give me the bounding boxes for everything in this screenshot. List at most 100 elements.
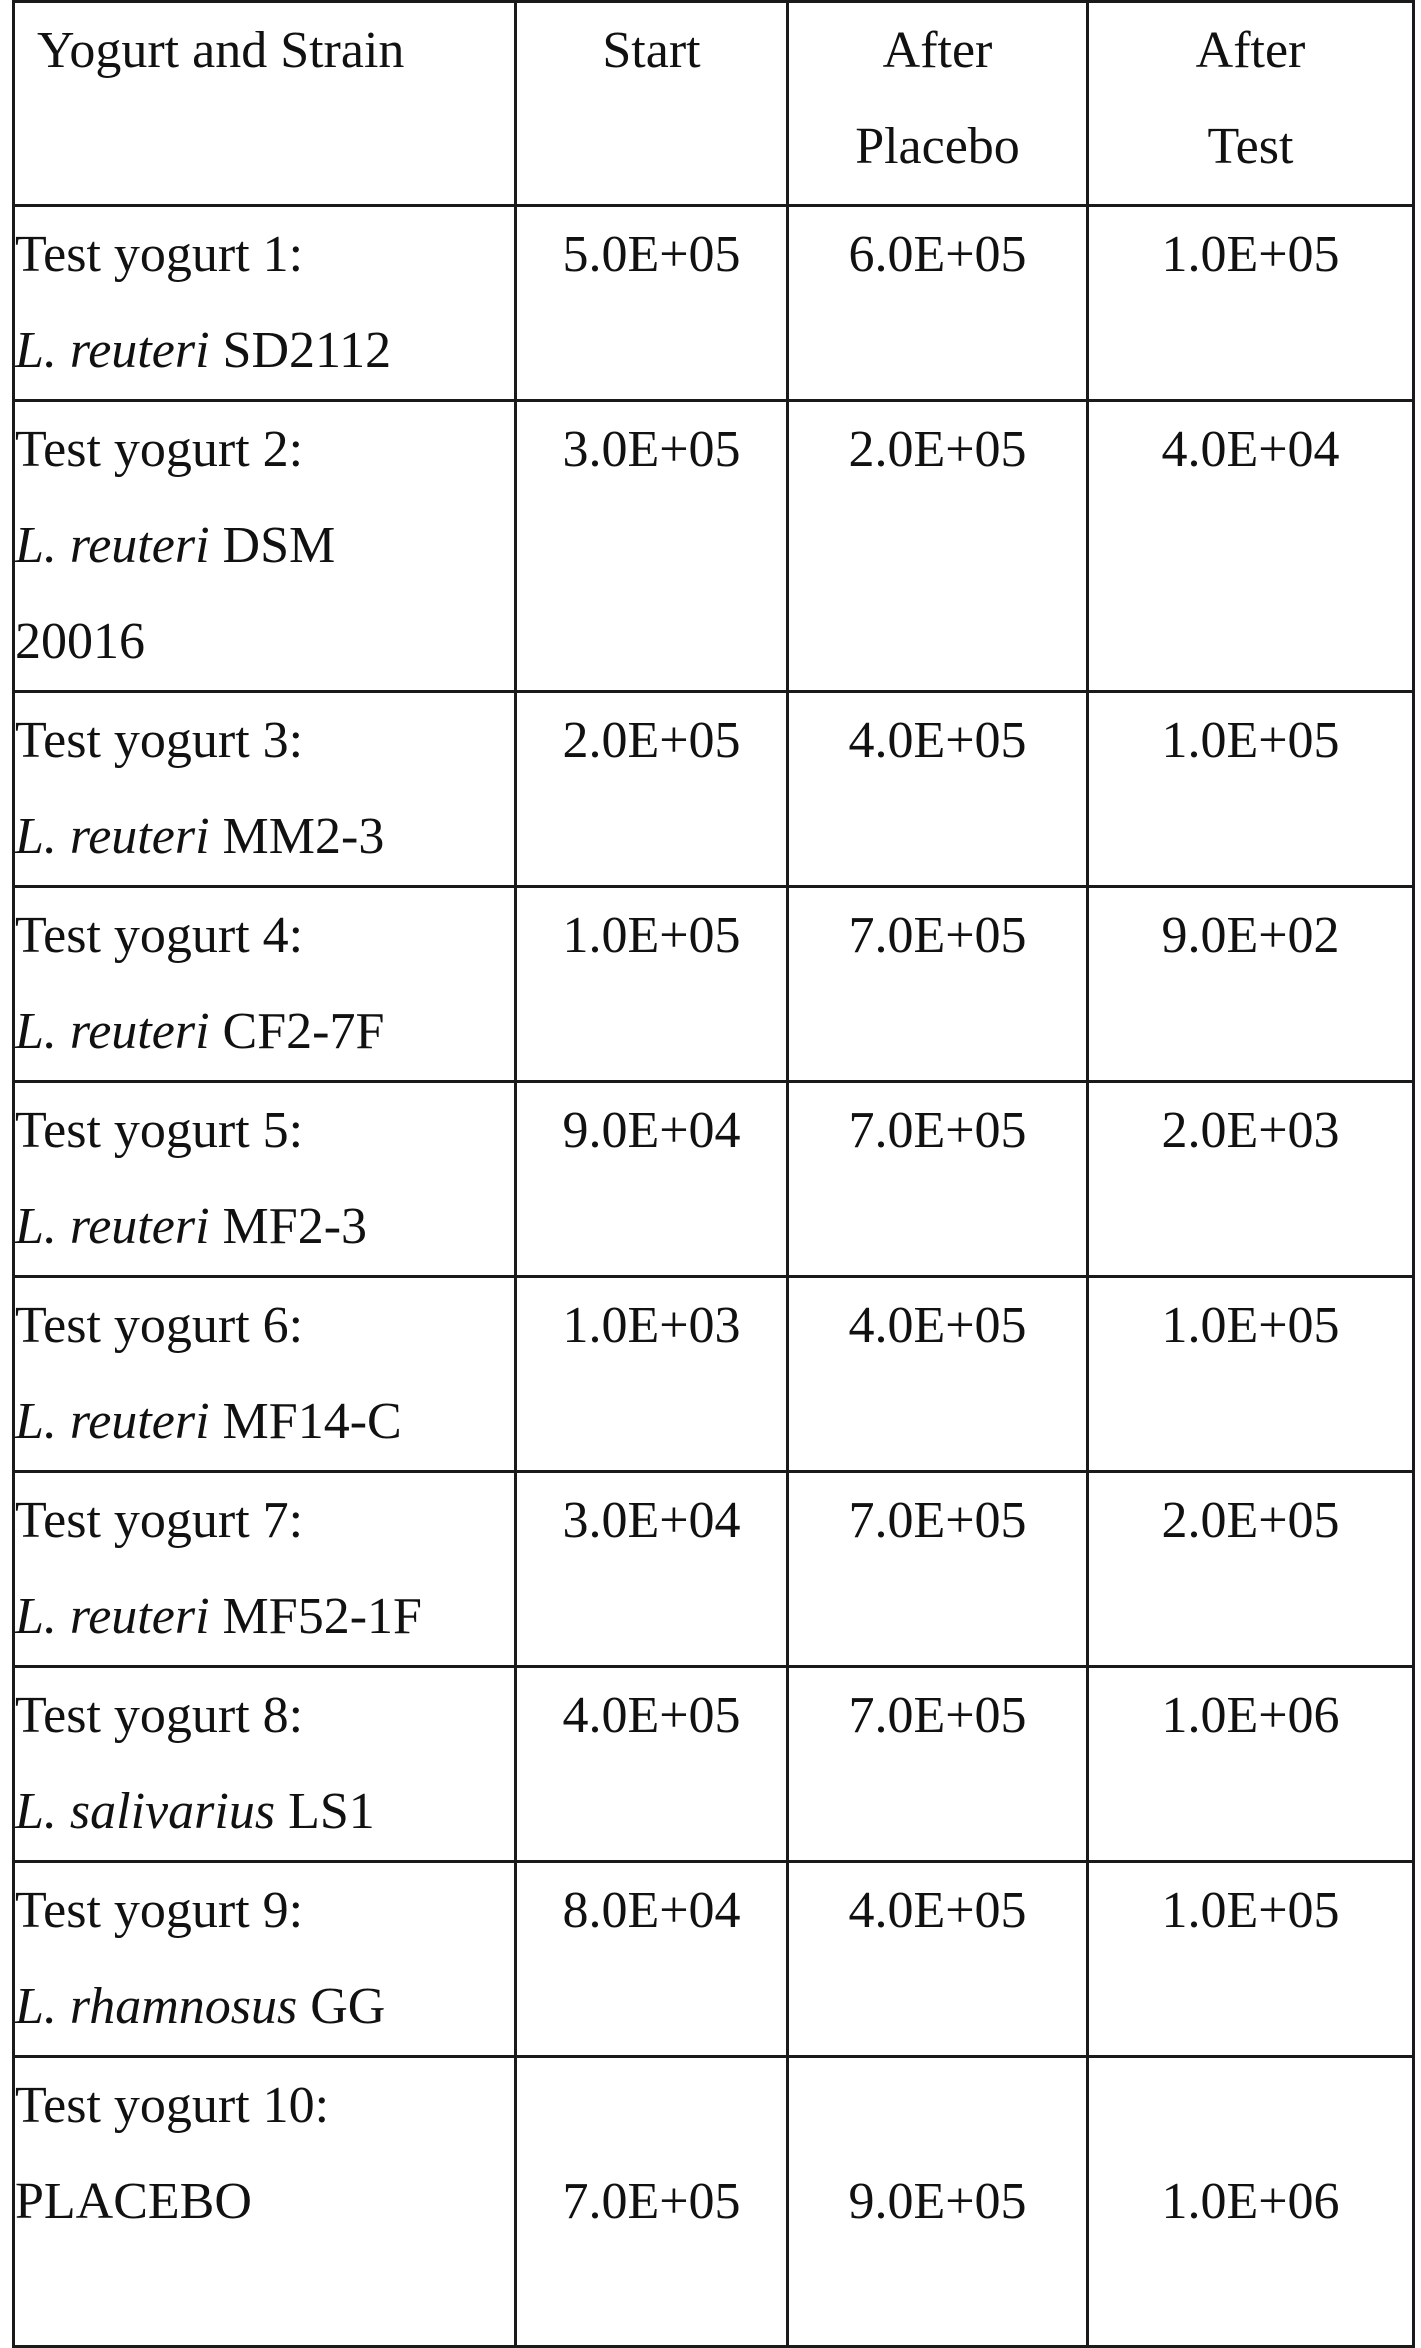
strain-line: PLACEBO (15, 2154, 514, 2250)
yogurt-strain-cell: Test yogurt 6:L. reuteri MF14-C (14, 1277, 516, 1472)
table-header-row: Yogurt and Strain Start After Placebo Af… (14, 2, 1414, 206)
after-placebo-value-cell: 2.0E+05 (788, 401, 1088, 692)
table-row: Test yogurt 2:L. reuteri DSM20016 3.0E+05… (14, 401, 1414, 692)
start-value-cell: 3.0E+04 (516, 1472, 788, 1667)
table-row: Test yogurt 8:L. salivarius LS14.0E+05 7.… (14, 1667, 1414, 1862)
yogurt-label: Test yogurt 3: (15, 693, 514, 789)
species-name: L. rhamnosus (15, 1978, 297, 2035)
table-row: Test yogurt 5:L. reuteri MF2-39.0E+04 7.0… (14, 1082, 1414, 1277)
after-placebo-value: 7.0E+05 (848, 1668, 1026, 1764)
strain-name: MF14-C (210, 1393, 402, 1450)
after-test-value: 1.0E+06 (1161, 1668, 1339, 1764)
start-value: 1.0E+05 (562, 888, 740, 984)
yogurt-label: Test yogurt 6: (15, 1278, 514, 1374)
after-placebo-value-cell: 4.0E+05 (788, 1862, 1088, 2057)
strain-line: L. reuteri CF2-7F (15, 984, 514, 1080)
after-placebo-value-cell: 6.0E+05 (788, 206, 1088, 401)
after-test-value: 1.0E+06 (1161, 2154, 1339, 2250)
after-test-value-cell: 1.0E+05 (1088, 692, 1414, 887)
yogurt-label: Test yogurt 7: (15, 1473, 514, 1569)
strain-name: PLACEBO (15, 2173, 252, 2230)
species-name: L. reuteri (15, 1003, 210, 1060)
start-value-cell: 1.0E+05 (516, 887, 788, 1082)
strain-name: MF2-3 (210, 1198, 367, 1255)
start-value-cell: 1.0E+03 (516, 1277, 788, 1472)
after-test-value: 1.0E+05 (1161, 693, 1339, 789)
start-value-cell: 7.0E+05 (516, 2057, 788, 2347)
after-test-value-cell: 1.0E+06 (1088, 1667, 1414, 1862)
species-name: L. reuteri (15, 808, 210, 865)
strain-line: L. reuteri MF2-3 (15, 1179, 514, 1275)
strain-name: CF2-7F (210, 1003, 385, 1060)
header-line: Placebo (789, 99, 1086, 195)
after-placebo-value: 7.0E+05 (848, 1473, 1026, 1569)
after-test-value: 1.0E+05 (1161, 1278, 1339, 1374)
start-value: 8.0E+04 (562, 1863, 740, 1959)
yogurt-strain-cell: Test yogurt 8:L. salivarius LS1 (14, 1667, 516, 1862)
species-name: L. reuteri (15, 1588, 210, 1645)
yogurt-label: Test yogurt 1: (15, 207, 514, 303)
strain-line: L. reuteri SD2112 (15, 303, 514, 399)
yogurt-label: Test yogurt 8: (15, 1668, 514, 1764)
start-value-cell: 4.0E+05 (516, 1667, 788, 1862)
after-test-value-cell: 1.0E+05 (1088, 206, 1414, 401)
start-value: 3.0E+05 (562, 402, 740, 498)
after-test-value-cell: 1.0E+06 (1088, 2057, 1414, 2347)
strain-line: L. reuteri MF52-1F (15, 1569, 514, 1665)
after-test-value-cell: 1.0E+05 (1088, 1277, 1414, 1472)
yogurt-strain-cell: Test yogurt 4:L. reuteri CF2-7F (14, 887, 516, 1082)
start-value: 5.0E+05 (562, 207, 740, 303)
start-value: 7.0E+05 (562, 2154, 740, 2250)
start-value: 3.0E+04 (562, 1473, 740, 1569)
after-placebo-value-cell: 4.0E+05 (788, 692, 1088, 887)
yogurt-strain-cell: Test yogurt 3:L. reuteri MM2-3 (14, 692, 516, 887)
strain-name-continued: 20016 (15, 594, 514, 690)
header-after-test: After Test (1088, 2, 1414, 206)
header-yogurt-and-strain: Yogurt and Strain (14, 2, 516, 206)
yogurt-strain-cell: Test yogurt 5:L. reuteri MF2-3 (14, 1082, 516, 1277)
after-placebo-value: 6.0E+05 (848, 207, 1026, 303)
strain-name: MF52-1F (210, 1588, 422, 1645)
yogurt-label: Test yogurt 5: (15, 1083, 514, 1179)
table-row: Test yogurt 9:L. rhamnosus GG8.0E+044.0E… (14, 1862, 1414, 2057)
after-placebo-value: 2.0E+05 (848, 402, 1026, 498)
after-placebo-value: 4.0E+05 (848, 1863, 1026, 1959)
after-placebo-value: 4.0E+05 (848, 693, 1026, 789)
after-placebo-value: 7.0E+05 (848, 1083, 1026, 1179)
after-placebo-value-cell: 7.0E+05 (788, 1667, 1088, 1862)
start-value-cell: 2.0E+05 (516, 692, 788, 887)
after-placebo-value-cell: 4.0E+05 (788, 1277, 1088, 1472)
after-test-value: 2.0E+05 (1161, 1473, 1339, 1569)
header-line: Test (1089, 99, 1412, 195)
start-value-cell: 8.0E+04 (516, 1862, 788, 2057)
after-test-value-cell: 2.0E+03 (1088, 1082, 1414, 1277)
start-value-cell: 3.0E+05 (516, 401, 788, 692)
header-line: Yogurt and Strain (37, 3, 514, 99)
results-table: Yogurt and Strain Start After Placebo Af… (12, 0, 1415, 2348)
after-test-value-cell: 1.0E+05 (1088, 1862, 1414, 2057)
table-row: Test yogurt 10:PLACEBO7.0E+059.0E+051.0E… (14, 2057, 1414, 2347)
table-row: Test yogurt 1:L. reuteri SD2112 5.0E+05 6.… (14, 206, 1414, 401)
table-row: Test yogurt 4:L. reuteri CF2-7F 1.0E+05 7.… (14, 887, 1414, 1082)
start-value: 1.0E+03 (562, 1278, 740, 1374)
strain-name: LS1 (275, 1783, 375, 1840)
strain-name: DSM (210, 517, 336, 574)
after-placebo-value: 7.0E+05 (848, 888, 1026, 984)
yogurt-label: Test yogurt 2: (15, 402, 514, 498)
after-test-value: 1.0E+05 (1161, 1863, 1339, 1959)
after-placebo-value-cell: 7.0E+05 (788, 887, 1088, 1082)
after-placebo-value-cell: 7.0E+05 (788, 1472, 1088, 1667)
after-test-value: 9.0E+02 (1161, 888, 1339, 984)
after-test-value: 1.0E+05 (1161, 207, 1339, 303)
after-test-value-cell: 9.0E+02 (1088, 887, 1414, 1082)
yogurt-label: Test yogurt 10: (15, 2058, 514, 2154)
header-start: Start (516, 2, 788, 206)
yogurt-strain-cell: Test yogurt 2:L. reuteri DSM20016 (14, 401, 516, 692)
strain-name: GG (297, 1978, 385, 2035)
header-line: After (1089, 3, 1412, 99)
header-after-placebo: After Placebo (788, 2, 1088, 206)
yogurt-strain-cell: Test yogurt 1:L. reuteri SD2112 (14, 206, 516, 401)
strain-line: L. reuteri DSM (15, 498, 514, 594)
start-value-cell: 9.0E+04 (516, 1082, 788, 1277)
after-placebo-value: 4.0E+05 (848, 1278, 1026, 1374)
